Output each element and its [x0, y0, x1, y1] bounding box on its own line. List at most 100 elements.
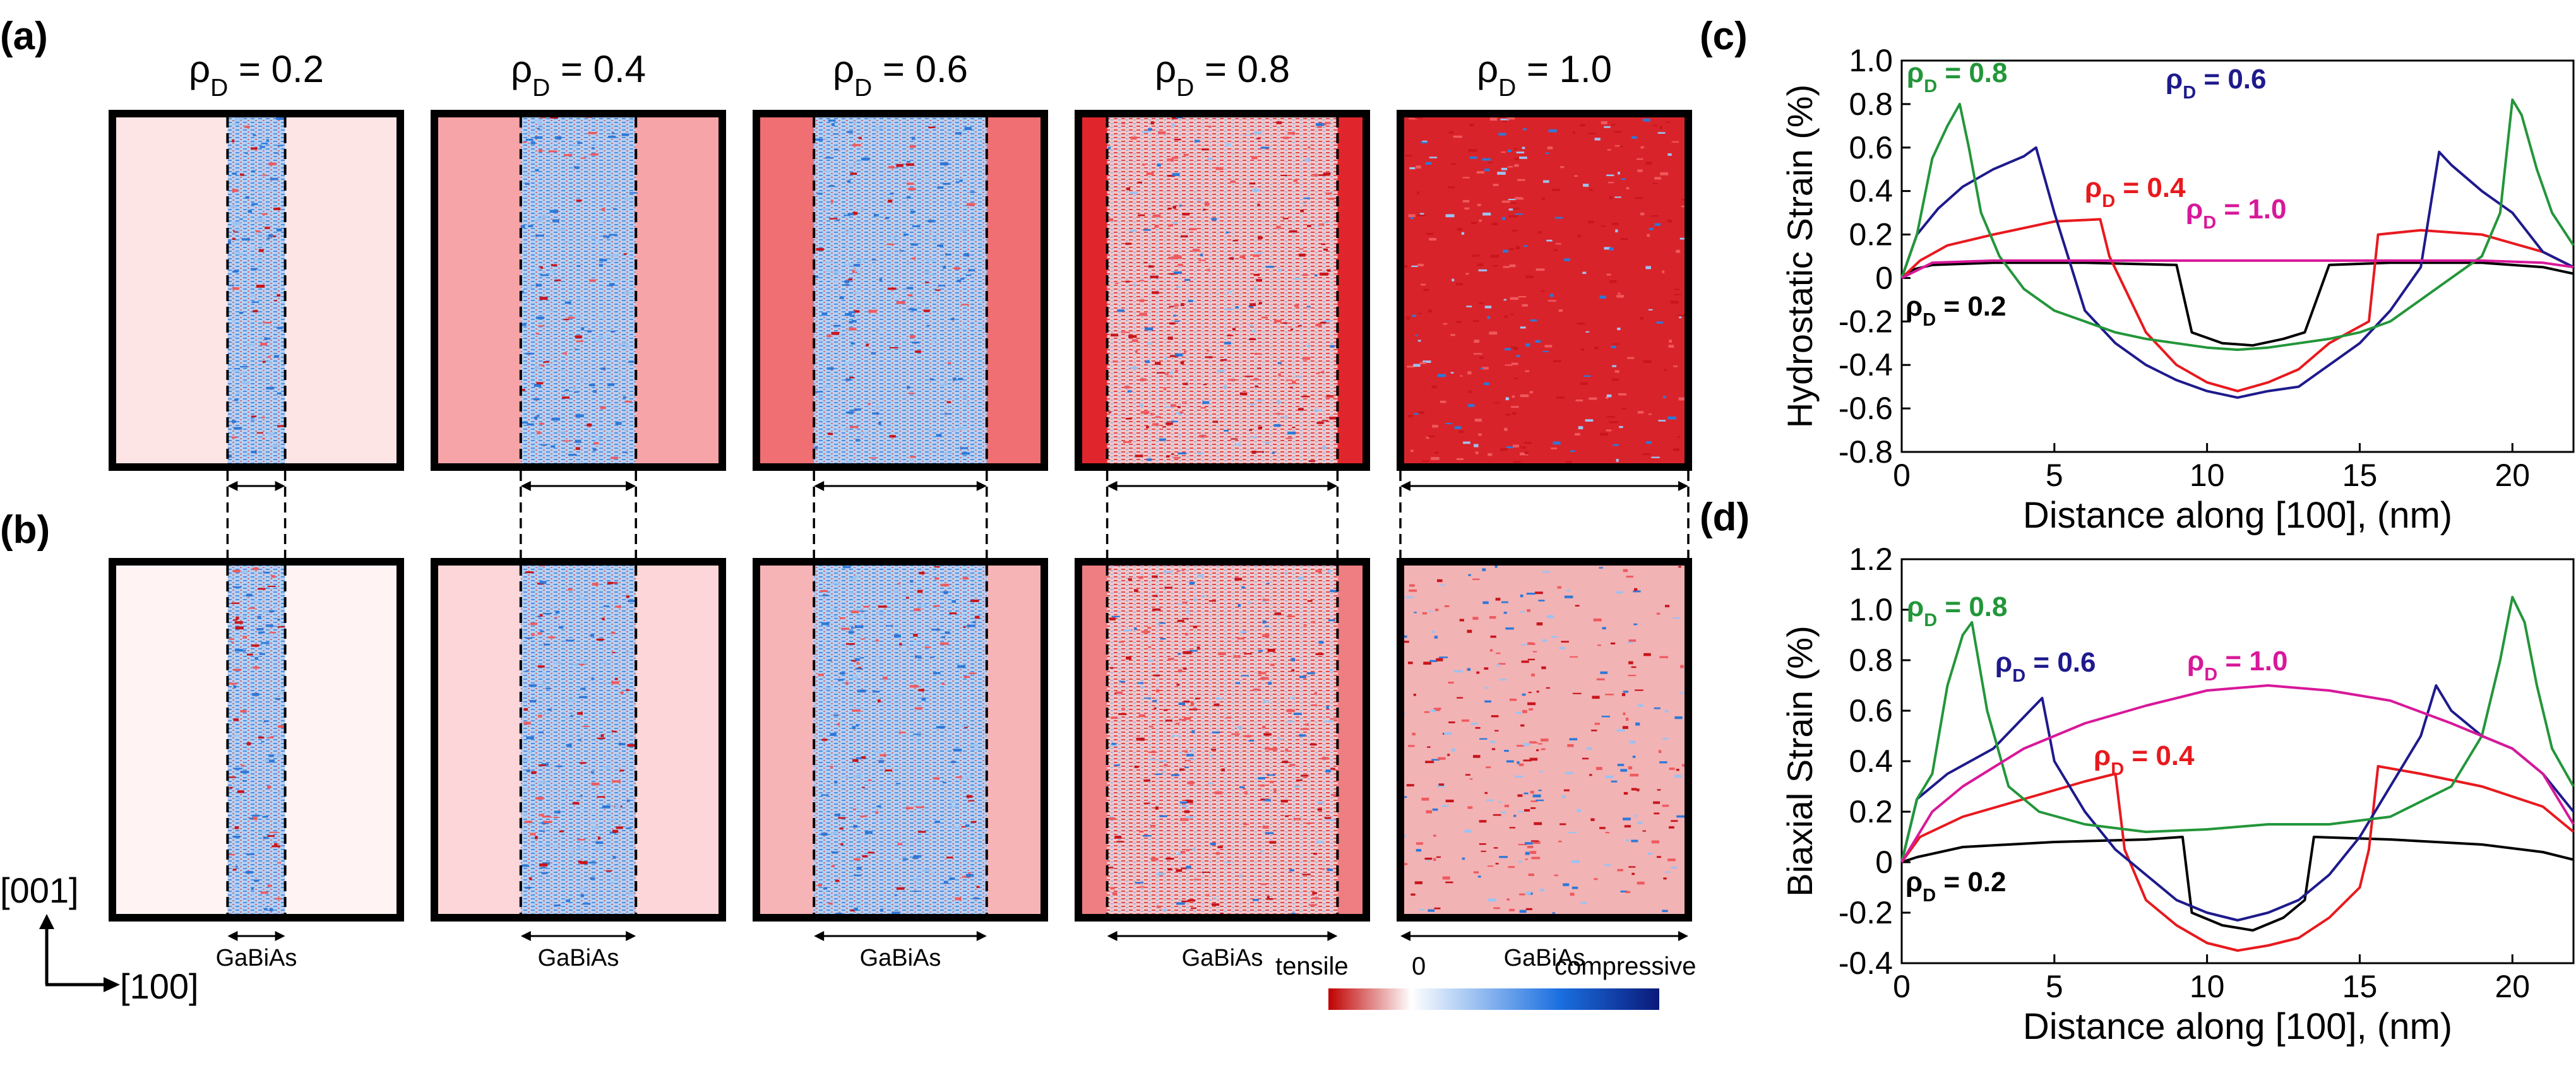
strain-speckle [231, 641, 234, 644]
strain-speckle [1276, 401, 1282, 403]
strain-speckle [1121, 708, 1125, 711]
strain-speckle [843, 566, 851, 569]
series-label-rho-0.4-value: = 0.4 [2124, 740, 2195, 771]
strain-speckle [1515, 197, 1522, 199]
strain-speckle [1538, 743, 1542, 745]
x-tick-label: 5 [2046, 458, 2063, 493]
strain-speckle [525, 182, 530, 185]
strain-speckle [240, 174, 244, 176]
strain-speckle [232, 222, 241, 225]
strain-speckle [277, 293, 281, 297]
strain-speckle [1519, 157, 1527, 159]
strain-speckle [1179, 411, 1183, 414]
strain-speckle [1327, 569, 1331, 573]
strain-speckle [522, 864, 529, 867]
strain-speckle [233, 636, 239, 638]
strain-speckle [970, 821, 977, 823]
strain-speckle [1235, 306, 1239, 309]
strain-speckle [1531, 673, 1535, 677]
strain-speckle [1484, 305, 1492, 309]
series-label-rho-0.6: ρD = 0.6 [1995, 647, 2096, 686]
strain-speckle [1260, 146, 1270, 149]
strain-speckle [1188, 228, 1197, 230]
strain-speckle [1437, 579, 1443, 583]
strain-speckle [232, 336, 237, 338]
strain-speckle [1258, 302, 1262, 304]
strain-speckle [1416, 842, 1423, 845]
strain-speckle [1411, 265, 1418, 268]
strain-speckle [1513, 444, 1520, 448]
strain-speckle [1303, 197, 1310, 199]
strain-speckle [1419, 362, 1426, 364]
strain-speckle [847, 229, 855, 231]
strain-speckle [1634, 588, 1638, 591]
strain-speckle [628, 600, 636, 602]
strain-speckle [1569, 738, 1578, 740]
strain-speckle [1513, 814, 1517, 817]
strain-speckle [830, 199, 833, 203]
strain-speckle [1253, 899, 1259, 901]
strain-speckle [1660, 172, 1669, 175]
strain-speckle [1297, 325, 1302, 327]
strain-speckle [251, 295, 256, 298]
strain-speckle [1534, 822, 1542, 826]
strain-speckle [1605, 832, 1610, 834]
strain-speckle [1495, 598, 1501, 601]
strain-speckle [1459, 619, 1464, 622]
strain-speckle [1484, 169, 1489, 172]
strain-speckle [1451, 748, 1455, 752]
strain-speckle [579, 696, 588, 699]
strain-speckle [611, 330, 616, 333]
strain-speckle [539, 266, 543, 269]
strain-speckle [1467, 629, 1472, 633]
strain-speckle [831, 608, 838, 610]
strain-speckle [245, 454, 251, 456]
map-title-rho-0.4-value: = 0.4 [550, 48, 646, 90]
strain-speckle [1500, 119, 1510, 121]
strain-speckle [1524, 451, 1529, 454]
strain-speckle [1306, 305, 1311, 308]
strain-speckle [918, 299, 927, 302]
strain-speckle [580, 762, 587, 764]
strain-speckle [823, 385, 832, 388]
strain-speckle [1633, 590, 1641, 593]
strain-speckle [1454, 426, 1462, 429]
strain-speckle [933, 605, 940, 607]
strain-speckle [1205, 894, 1210, 896]
strain-speckle [1184, 350, 1187, 353]
strain-speckle [933, 777, 940, 780]
strain-speckle [1432, 425, 1438, 428]
strain-speckle [1566, 590, 1571, 592]
strain-speckle [1134, 766, 1139, 768]
strain-speckle [1657, 856, 1661, 858]
strain-speckle [1169, 322, 1176, 325]
strain-speckle [1507, 166, 1513, 168]
strain-speckle [1444, 605, 1450, 607]
strain-speckle [628, 892, 634, 896]
strain-speckle [1638, 704, 1643, 707]
strain-speckle [522, 389, 525, 391]
strain-speckle [1662, 910, 1668, 913]
strain-speckle [252, 600, 261, 603]
strain-speckle [1298, 253, 1306, 257]
strain-speckle [251, 644, 259, 647]
strain-speckle [1315, 323, 1322, 326]
strain-speckle [1488, 162, 1493, 163]
strain-speckle [1530, 319, 1537, 322]
strain-speckle [1486, 799, 1494, 802]
strain-speckle [885, 216, 890, 220]
strain-speckle [1543, 180, 1549, 183]
strain-speckle [277, 228, 282, 232]
strain-speckle [628, 119, 634, 122]
strain-speckle [854, 907, 858, 911]
strain-speckle [604, 754, 609, 756]
strain-speckle [1287, 431, 1296, 435]
strain-speckle [1512, 395, 1515, 398]
strain-speckle [608, 184, 614, 188]
strain-speckle [1414, 881, 1422, 884]
strain-speckle [614, 677, 618, 680]
strain-speckle [1467, 806, 1473, 809]
strain-speckle [247, 418, 257, 420]
strain-speckle [568, 454, 577, 456]
